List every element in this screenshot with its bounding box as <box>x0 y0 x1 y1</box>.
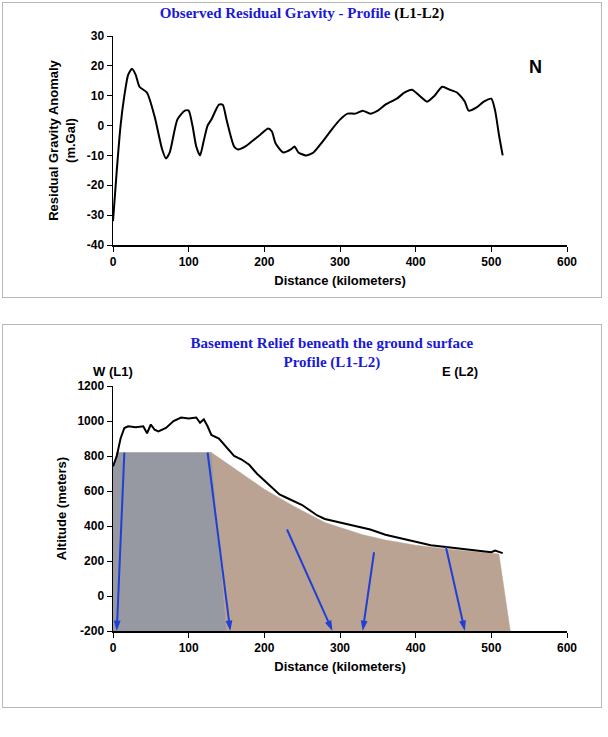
svg-text:0: 0 <box>97 119 104 133</box>
svg-text:Distance (kilometers): Distance (kilometers) <box>274 659 406 674</box>
svg-text:-200: -200 <box>80 624 104 638</box>
svg-text:600: 600 <box>557 255 577 269</box>
svg-text:E (L2): E (L2) <box>442 364 478 379</box>
svg-text:Distance (kilometers): Distance (kilometers) <box>274 273 406 288</box>
svg-text:30: 30 <box>91 29 105 43</box>
svg-text:0: 0 <box>110 641 117 655</box>
svg-text:300: 300 <box>330 255 350 269</box>
svg-text:300: 300 <box>330 641 350 655</box>
svg-text:-10: -10 <box>87 149 105 163</box>
svg-text:400: 400 <box>406 641 426 655</box>
svg-text:W (L1): W (L1) <box>93 364 133 379</box>
svg-text:600: 600 <box>557 641 577 655</box>
svg-text:10: 10 <box>91 89 105 103</box>
svg-text:400: 400 <box>406 255 426 269</box>
svg-text:0: 0 <box>97 589 104 603</box>
svg-text:500: 500 <box>481 641 501 655</box>
svg-text:20: 20 <box>91 59 105 73</box>
svg-text:200: 200 <box>254 255 274 269</box>
svg-text:100: 100 <box>179 255 199 269</box>
svg-text:N: N <box>529 57 542 77</box>
svg-text:-20: -20 <box>87 178 105 192</box>
svg-text:100: 100 <box>179 641 199 655</box>
svg-text:Basement Relief beneath the gr: Basement Relief beneath the ground surfa… <box>191 335 474 371</box>
svg-text:Observed Residual Gravity - Pr: Observed Residual Gravity - Profile (L1-… <box>160 5 444 22</box>
svg-text:1200: 1200 <box>77 379 104 393</box>
svg-text:400: 400 <box>84 519 104 533</box>
svg-text:600: 600 <box>84 484 104 498</box>
svg-text:Residual Gravity Anomaly(m.Gal: Residual Gravity Anomaly(m.Gal) <box>46 59 78 220</box>
svg-text:200: 200 <box>254 641 274 655</box>
svg-text:-40: -40 <box>87 238 105 252</box>
svg-text:Altitude (meters): Altitude (meters) <box>54 457 69 560</box>
svg-text:1000: 1000 <box>77 414 104 428</box>
svg-text:200: 200 <box>84 554 104 568</box>
svg-text:-30: -30 <box>87 208 105 222</box>
svg-text:0: 0 <box>110 255 117 269</box>
svg-text:800: 800 <box>84 449 104 463</box>
svg-text:500: 500 <box>481 255 501 269</box>
